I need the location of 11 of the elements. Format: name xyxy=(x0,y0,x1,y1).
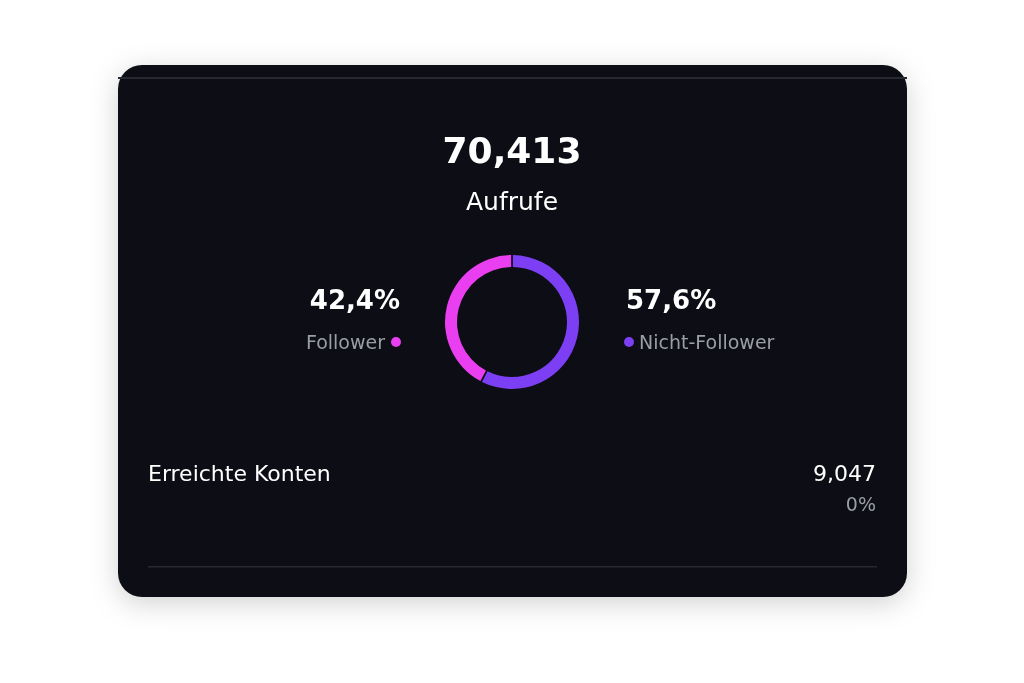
data-label: 42,4% xyxy=(309,285,400,315)
legend-label: Nicht-Follower xyxy=(639,331,775,353)
slice-label: Follower xyxy=(305,331,386,353)
donut-slice xyxy=(481,255,579,389)
donut-slice xyxy=(445,255,512,382)
text: 9,047 xyxy=(813,461,876,486)
text: Erreichte Konten xyxy=(148,461,331,486)
chart-title: 70,413 xyxy=(442,130,582,171)
text: 0% xyxy=(845,493,876,515)
data-label: 57,6% xyxy=(626,285,717,315)
chart-subtitle: Aufrufe xyxy=(465,187,559,216)
